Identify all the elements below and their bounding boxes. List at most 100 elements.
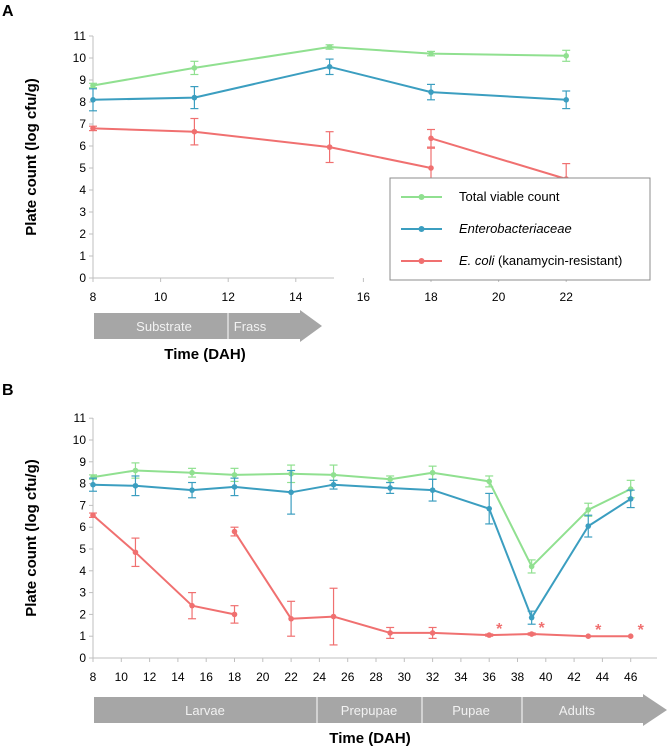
panel-b-x-tick-label: 38 [511, 670, 525, 684]
legend-label-ecoli: E. coli (kanamycin-resistant) [459, 253, 622, 268]
panel-b-y-tick-label: 4 [79, 564, 86, 578]
legend-marker-ecoli [418, 258, 425, 264]
panel-b-point-enterobacteriaceae [486, 505, 493, 512]
panel-b-point-tvc [486, 478, 493, 485]
panel-b-label: B [2, 382, 14, 399]
panel-b-x-tick-label: 24 [313, 670, 327, 684]
panel-a-point-tvc [191, 65, 198, 71]
panel-b-point-ecoli [132, 549, 139, 556]
panel-a-point-ecoli [428, 135, 434, 142]
panel-b-line-tvc-1 [92, 469, 632, 568]
panel-a: A Plate count (log cfu/g) 01234567891011… [2, 3, 573, 363]
panel-b-x-tick-label: 30 [398, 670, 412, 684]
panel-a-point-enterobacteriaceae [326, 64, 333, 70]
panel-b-y-tick-label: 2 [79, 607, 86, 621]
panel-a-point-enterobacteriaceae [428, 89, 434, 95]
panel-b-point-enterobacteriaceae [387, 485, 393, 491]
panel-a-x-tick-label: 16 [357, 290, 371, 304]
legend-item-tvc: Total viable count [401, 189, 560, 204]
panel-b-point-tvc [585, 506, 592, 513]
panel-a-x-tick-label: 20 [492, 290, 506, 304]
panel-b-point-ecoli [288, 615, 294, 622]
panel-b-y-tick-label: 9 [79, 455, 86, 469]
panel-b-point-ecoli [231, 611, 238, 618]
panel-b-point-enterobacteriaceae [585, 523, 592, 529]
panel-b-asterisk: * [595, 622, 602, 639]
panel-b-stage-arrow [94, 694, 667, 726]
panel-b-x-tick-label: 46 [624, 670, 638, 684]
panel-a-point-ecoli [191, 128, 198, 135]
panel-b-y-tick-label: 11 [74, 411, 87, 425]
stage-adults: Adults [559, 703, 596, 718]
legend: Total viable count Enterobacteriaceae E.… [389, 177, 651, 281]
panel-b-point-enterobacteriaceae [528, 614, 535, 621]
panel-b-point-enterobacteriaceae [288, 489, 294, 496]
panel-a-point-ecoli [428, 165, 434, 171]
panel-b-point-ecoli [330, 613, 337, 620]
panel-b-point-enterobacteriaceae [627, 496, 634, 502]
panel-b-point-tvc [528, 563, 535, 570]
legend-item-enterobacteriaceae: Enterobacteriaceae [401, 221, 572, 236]
panel-b-x-tick-label: 18 [228, 670, 242, 684]
panel-a-plot [89, 44, 571, 195]
panel-b-point-enterobacteriaceae [132, 482, 139, 489]
panel-b-point-enterobacteriaceae [90, 481, 96, 488]
panel-a-y-tick-label: 6 [79, 139, 86, 153]
panel-a-y-tick-label: 1 [79, 249, 86, 263]
panel-a-x-tick-label: 12 [222, 290, 236, 304]
panel-a-y-axis-label: Plate count (log cfu/g) [23, 78, 40, 236]
panel-b-asterisk: * [539, 620, 546, 637]
panel-a-point-ecoli [326, 144, 333, 150]
panel-b-x-tick-label: 16 [200, 670, 214, 684]
panel-b-x-axis-label: Time (DAH) [329, 730, 410, 747]
panel-a-x-tick-label: 22 [560, 290, 574, 304]
panel-a-point-tvc [90, 82, 96, 89]
panel-b-point-enterobacteriaceae [189, 487, 195, 493]
panel-b-point-ecoli [189, 602, 195, 609]
panel-b-x-tick-label: 28 [369, 670, 383, 684]
panel-b-y-tick-label: 1 [79, 629, 86, 643]
legend-item-ecoli: E. coli (kanamycin-resistant) [401, 253, 622, 268]
stage-substrate: Substrate [136, 319, 192, 334]
stage-prepupae: Prepupae [341, 703, 397, 718]
panel-a-point-tvc [326, 44, 333, 50]
panel-a-y-tick-label: 9 [79, 73, 86, 87]
panel-b-y-tick-label: 10 [73, 433, 87, 447]
panel-a-y-tick-label: 4 [79, 183, 86, 197]
panel-a-x-axis-label: Time (DAH) [164, 346, 245, 363]
panel-b-point-tvc [330, 472, 337, 478]
panel-b-x-tick-label: 12 [143, 670, 157, 684]
panel-a-y-tick-label: 5 [79, 161, 86, 175]
stage-larvae: Larvae [185, 703, 225, 718]
panel-a-x-tick-label: 10 [154, 290, 168, 304]
panel-b-point-ecoli [387, 630, 393, 636]
panel-b: B Plate count (log cfu/g) 01234567891011… [2, 382, 667, 747]
panel-a-label: A [2, 3, 14, 20]
stage-pupae: Pupae [452, 703, 490, 718]
panel-a-x-tick-label: 8 [90, 290, 97, 304]
panel-b-point-ecoli [429, 630, 436, 636]
panel-b-y-tick-label: 3 [79, 586, 86, 600]
panel-a-y-tick-label: 0 [79, 271, 86, 285]
panel-b-point-enterobacteriaceae [330, 481, 337, 488]
panel-b-y-tick-label: 6 [79, 520, 86, 534]
legend-label-enterobacteriaceae: Enterobacteriaceae [459, 221, 572, 236]
legend-label-tvc: Total viable count [459, 189, 560, 204]
panel-b-y-tick-label: 7 [79, 498, 86, 512]
panel-b-y-tick-label: 8 [79, 477, 86, 491]
panel-b-point-ecoli [486, 632, 493, 638]
panel-b-x-tick-label: 34 [454, 670, 468, 684]
panel-b-x-tick-label: 44 [596, 670, 610, 684]
panel-b-asterisk: * [638, 622, 645, 639]
panel-b-y-tick-label: 0 [79, 651, 86, 665]
panel-a-y-tick-label: 7 [79, 117, 86, 131]
panel-b-x-tick-label: 8 [90, 670, 97, 684]
panel-a-x-tick-label: 14 [289, 290, 303, 304]
panel-b-asterisk: * [496, 621, 503, 638]
legend-marker-enterobacteriaceae [418, 226, 425, 232]
panel-b-x-tick-label: 32 [426, 670, 440, 684]
panel-a-point-enterobacteriaceae [563, 97, 569, 103]
panel-b-point-tvc [429, 469, 436, 476]
